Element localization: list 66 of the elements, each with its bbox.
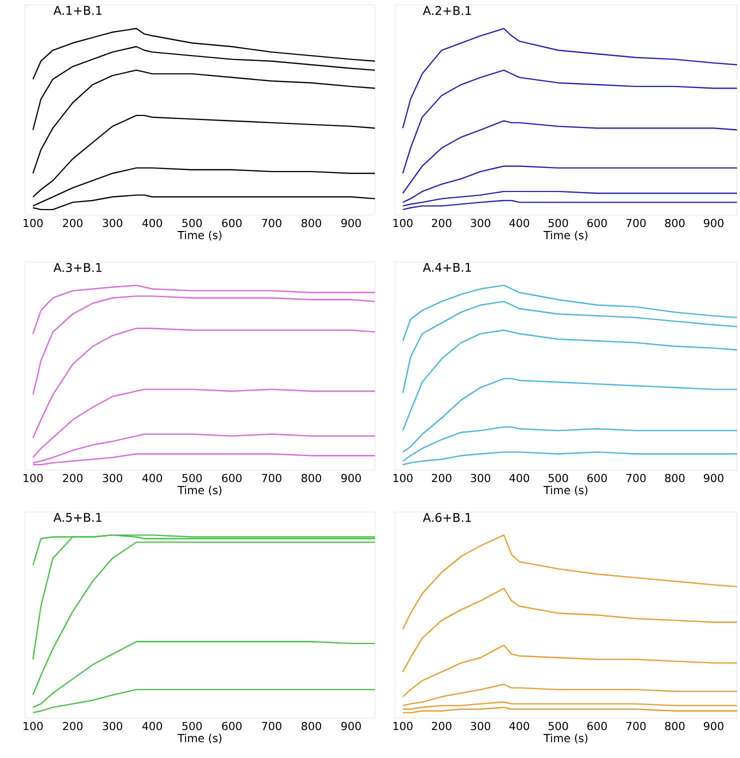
x-tick-label: 100 [24, 474, 43, 482]
x-tick-label: 900 [341, 722, 361, 730]
x-tick-label: 600 [222, 722, 242, 730]
x-tick-label: 200 [432, 474, 452, 482]
x-tick-label: 100 [393, 218, 413, 228]
x-tick-label: 300 [102, 218, 122, 228]
x-tick-label: 100 [393, 474, 413, 482]
chart-title: A.3+B.1 [53, 262, 102, 272]
chart-title: A.1+B.1 [53, 6, 102, 15]
x-tick-label: 100 [393, 722, 413, 730]
x-tick-label: 100 [24, 218, 43, 228]
x-axis-title: Time (s) [178, 230, 222, 241]
x-tick-label: 800 [665, 474, 685, 482]
x-tick-label: 200 [63, 722, 82, 730]
x-tick-label: 300 [470, 218, 490, 228]
x-tick-label: 300 [102, 474, 122, 482]
x-axis-title: Time (s) [544, 230, 588, 241]
x-tick-label: 500 [548, 218, 568, 228]
x-tick-label: 200 [432, 218, 452, 228]
x-tick-label: 400 [142, 218, 162, 228]
x-tick-label: 500 [182, 474, 202, 482]
chart-title: A.5+B.1 [53, 512, 102, 522]
x-tick-label: 600 [587, 474, 607, 482]
x-tick-label: 500 [182, 722, 202, 730]
x-axis-title: Time (s) [178, 734, 222, 744]
x-axis-title: Time (s) [544, 734, 588, 744]
x-tick-label: 400 [142, 474, 162, 482]
x-tick-label: 400 [509, 474, 530, 482]
x-tick-label: 900 [704, 722, 724, 730]
x-axis-title: Time (s) [178, 486, 222, 496]
x-tick-label: 700 [262, 722, 282, 730]
x-tick-label: 600 [587, 218, 607, 228]
x-tick-label: 700 [626, 474, 646, 482]
x-tick-label: 500 [182, 218, 202, 228]
chart-title: A.4+B.1 [422, 262, 471, 272]
x-tick-label: 700 [626, 218, 646, 228]
x-tick-label: 400 [142, 722, 162, 730]
x-tick-label: 600 [222, 474, 242, 482]
x-tick-label: 800 [665, 218, 685, 228]
x-tick-label: 300 [470, 722, 490, 730]
x-tick-label: 300 [470, 474, 490, 482]
chart-title: A.2+B.1 [422, 6, 471, 15]
chart-title: A.6+B.1 [422, 512, 471, 522]
x-tick-label: 200 [63, 474, 82, 482]
x-tick-label: 800 [302, 474, 322, 482]
x-tick-label: 300 [102, 722, 122, 730]
x-tick-label: 900 [341, 218, 361, 228]
x-tick-label: 700 [626, 722, 646, 730]
x-tick-label: 900 [704, 218, 724, 228]
x-tick-label: 500 [548, 722, 568, 730]
x-tick-label: 800 [302, 722, 322, 730]
x-tick-label: 700 [262, 474, 282, 482]
x-tick-label: 700 [262, 218, 282, 228]
x-tick-label: 400 [509, 722, 530, 730]
x-tick-label: 900 [341, 474, 361, 482]
x-tick-label: 200 [63, 218, 82, 228]
x-tick-label: 800 [302, 218, 322, 228]
x-tick-label: 600 [587, 722, 607, 730]
x-tick-label: 200 [432, 722, 452, 730]
x-tick-label: 500 [548, 474, 568, 482]
x-tick-label: 800 [665, 722, 685, 730]
x-tick-label: 900 [704, 474, 724, 482]
x-tick-label: 100 [24, 722, 43, 730]
x-tick-label: 400 [509, 218, 530, 228]
x-axis-title: Time (s) [544, 486, 588, 496]
x-tick-label: 600 [222, 218, 242, 228]
